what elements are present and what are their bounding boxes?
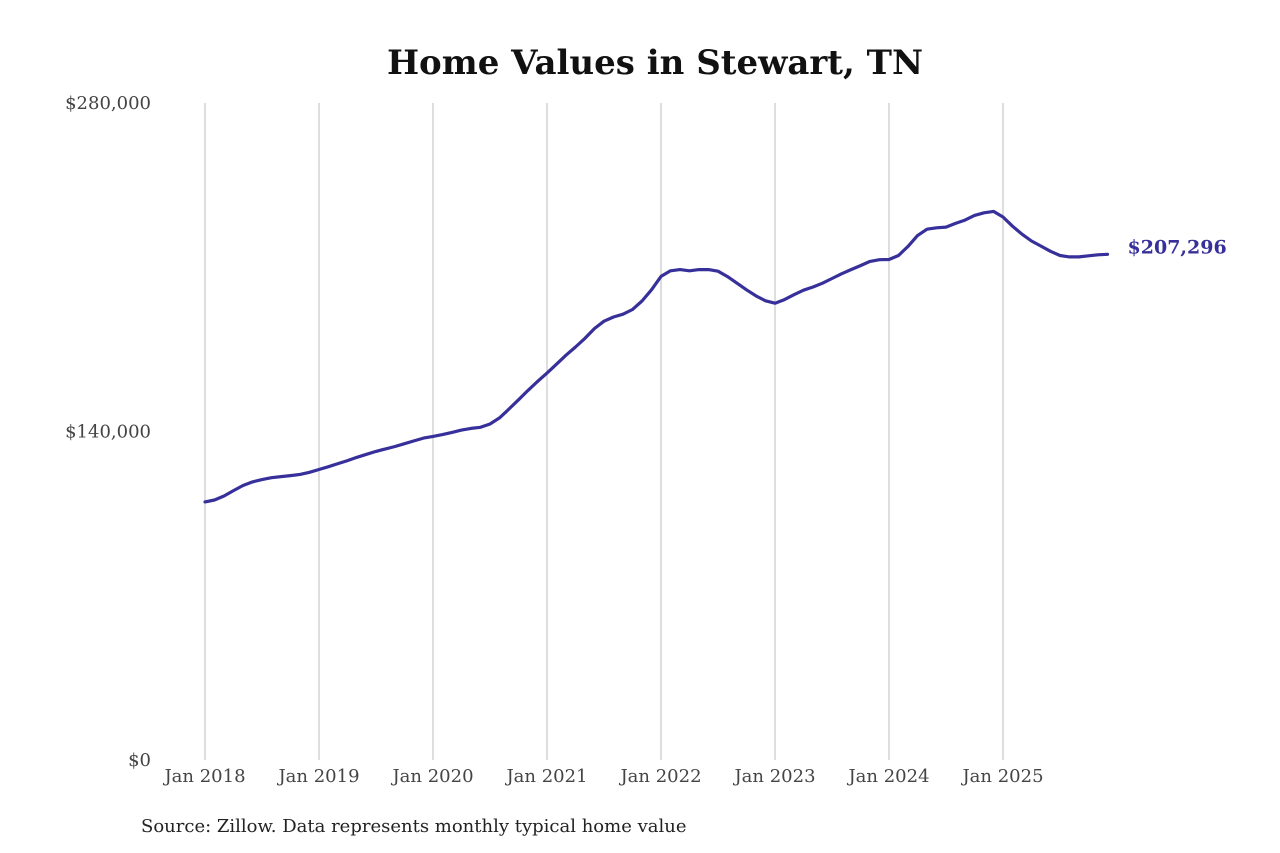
- x-tick-label: Jan 2025: [960, 766, 1043, 787]
- series-line: [203, 209, 1110, 504]
- x-tick-label: Jan 2022: [618, 766, 701, 787]
- y-tick-label: $280,000: [65, 93, 151, 114]
- y-axis-tick-labels: $0 $140,000 $280,000: [65, 93, 151, 771]
- x-tick-label: Jan 2023: [732, 766, 815, 787]
- chart-title: Home Values in Stewart, TN: [387, 43, 923, 83]
- x-tick-label: Jan 2021: [504, 766, 587, 787]
- x-tick-label: Jan 2018: [162, 766, 245, 787]
- x-axis-tick-labels: Jan 2018 Jan 2019 Jan 2020 Jan 2021 Jan 2022…: [162, 766, 1043, 787]
- source-note: Source: Zillow. Data represents monthly …: [141, 816, 687, 837]
- x-tick-label: Jan 2019: [276, 766, 359, 787]
- x-tick-label: Jan 2024: [846, 766, 929, 787]
- series-group: [203, 209, 1110, 504]
- y-tick-label: $0: [128, 750, 151, 771]
- vertical-gridlines: [204, 103, 1004, 760]
- y-tick-label: $140,000: [65, 422, 151, 443]
- x-tick-label: Jan 2020: [390, 766, 473, 787]
- end-value-label: $207,296: [1128, 236, 1227, 258]
